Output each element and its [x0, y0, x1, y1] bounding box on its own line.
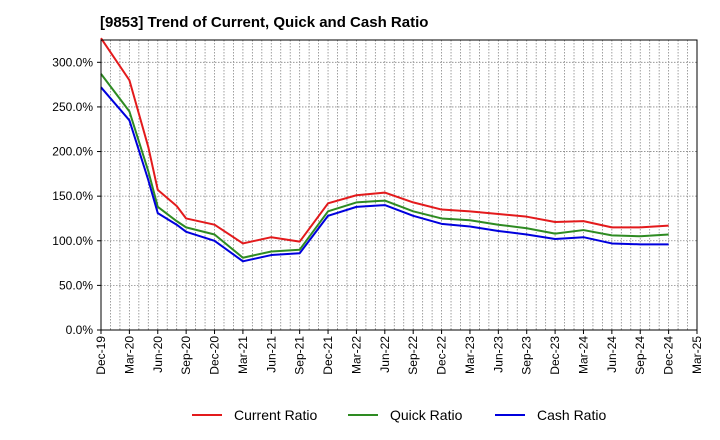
x-tick-label: Sep-21: [293, 336, 307, 375]
x-tick-label: Mar-24: [576, 336, 590, 374]
x-tick-label: Dec-23: [548, 336, 562, 375]
x-tick-label: Mar-20: [122, 336, 136, 374]
x-tick-label: Mar-22: [349, 336, 363, 374]
x-tick-label: Jun-23: [491, 336, 505, 373]
y-axis: 0.0% 50.0% 100.0% 150.0% 200.0% 250.0% 300.0%: [52, 55, 101, 337]
x-tick-label: Sep-22: [406, 336, 420, 375]
y-tick-label: 200.0%: [52, 145, 93, 159]
y-tick-label: 300.0%: [52, 55, 93, 69]
legend-label: Cash Ratio: [537, 407, 606, 423]
plot-frame: [100, 39, 698, 331]
y-tick-label: 0.0%: [66, 323, 94, 337]
legend-label: Quick Ratio: [390, 407, 463, 423]
x-tick-label: Dec-19: [94, 336, 108, 375]
x-tick-label: Dec-20: [208, 336, 222, 375]
x-tick-label: Dec-22: [435, 336, 449, 375]
legend-label: Current Ratio: [234, 407, 317, 423]
x-tick-label: Mar-21: [236, 336, 250, 374]
y-tick-label: 150.0%: [52, 189, 93, 203]
series-line-quick-ratio: [100, 73, 669, 259]
chart-title: [9853] Trend of Current, Quick and Cash …: [100, 14, 429, 31]
y-tick-label: 100.0%: [52, 234, 93, 248]
x-tick-label: Dec-24: [662, 336, 676, 375]
x-tick-label: Sep-23: [520, 336, 534, 375]
y-tick-label: 50.0%: [59, 278, 93, 292]
x-tick-label: Mar-23: [463, 336, 477, 374]
x-tick-label: Jun-20: [151, 336, 165, 373]
x-tick-label: Mar-25: [690, 336, 704, 374]
x-tick-label: Jun-21: [264, 336, 278, 373]
x-tick-label: Jun-22: [378, 336, 392, 373]
series-line-cash-ratio: [100, 86, 669, 263]
x-tick-label: Sep-24: [633, 336, 647, 375]
x-axis: Dec-19 Mar-20 Jun-20 Sep-20 Dec-20 Mar-21 Jun-…: [94, 330, 704, 375]
grid-layer: [101, 40, 697, 330]
x-tick-label: Dec-21: [321, 336, 335, 375]
x-tick-label: Sep-20: [179, 336, 193, 375]
series-layer: [100, 37, 669, 263]
series-line-current-ratio: [100, 37, 669, 245]
legend: Current Ratio Quick Ratio Cash Ratio: [192, 407, 606, 423]
y-tick-label: 250.0%: [52, 100, 93, 114]
x-tick-label: Jun-24: [605, 336, 619, 373]
